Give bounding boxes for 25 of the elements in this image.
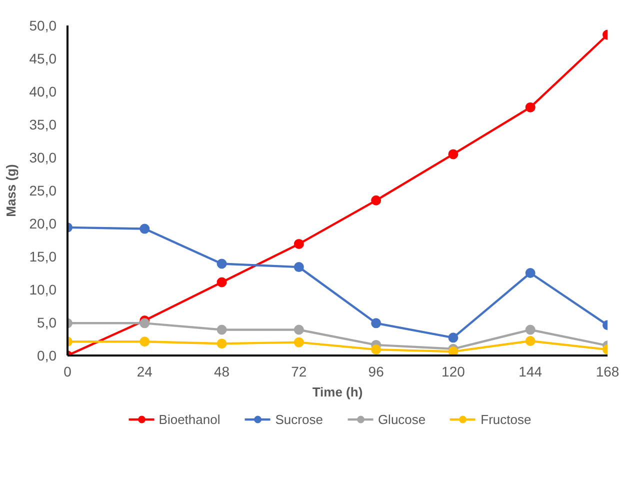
x-tick-label: 96 [368, 364, 384, 380]
x-tick-label: 120 [442, 364, 466, 380]
legend-label: Sucrose [275, 411, 323, 427]
y-tick-label: 35,0 [29, 116, 57, 132]
y-tick-label: 30,0 [29, 150, 57, 166]
y-tick-label: 50,0 [29, 18, 57, 34]
x-tick-label: 72 [291, 364, 307, 380]
x-tick-label: 48 [214, 364, 230, 380]
legend-label: Bioethanol [158, 411, 220, 427]
y-tick-label: 5,0 [37, 314, 57, 330]
y-tick-label: 45,0 [29, 50, 57, 66]
x-tick-label: 144 [518, 364, 542, 380]
y-tick-label: 40,0 [29, 84, 57, 100]
legend-label: Glucose [378, 411, 426, 427]
y-axis-title: Mass (g) [3, 164, 18, 217]
x-tick-label: 24 [136, 364, 153, 380]
y-tick-label: 20,0 [29, 216, 57, 232]
x-tick-label: 0 [64, 364, 72, 380]
y-tick-label: 25,0 [29, 182, 57, 198]
x-axis-title: Time (h) [312, 384, 363, 400]
y-tick-label: 0,0 [37, 348, 57, 364]
y-tick-label: 15,0 [29, 248, 57, 264]
legend-label: Fructose [480, 411, 532, 427]
y-tick-label: 10,0 [29, 282, 57, 298]
x-tick-label: 168 [596, 364, 620, 380]
